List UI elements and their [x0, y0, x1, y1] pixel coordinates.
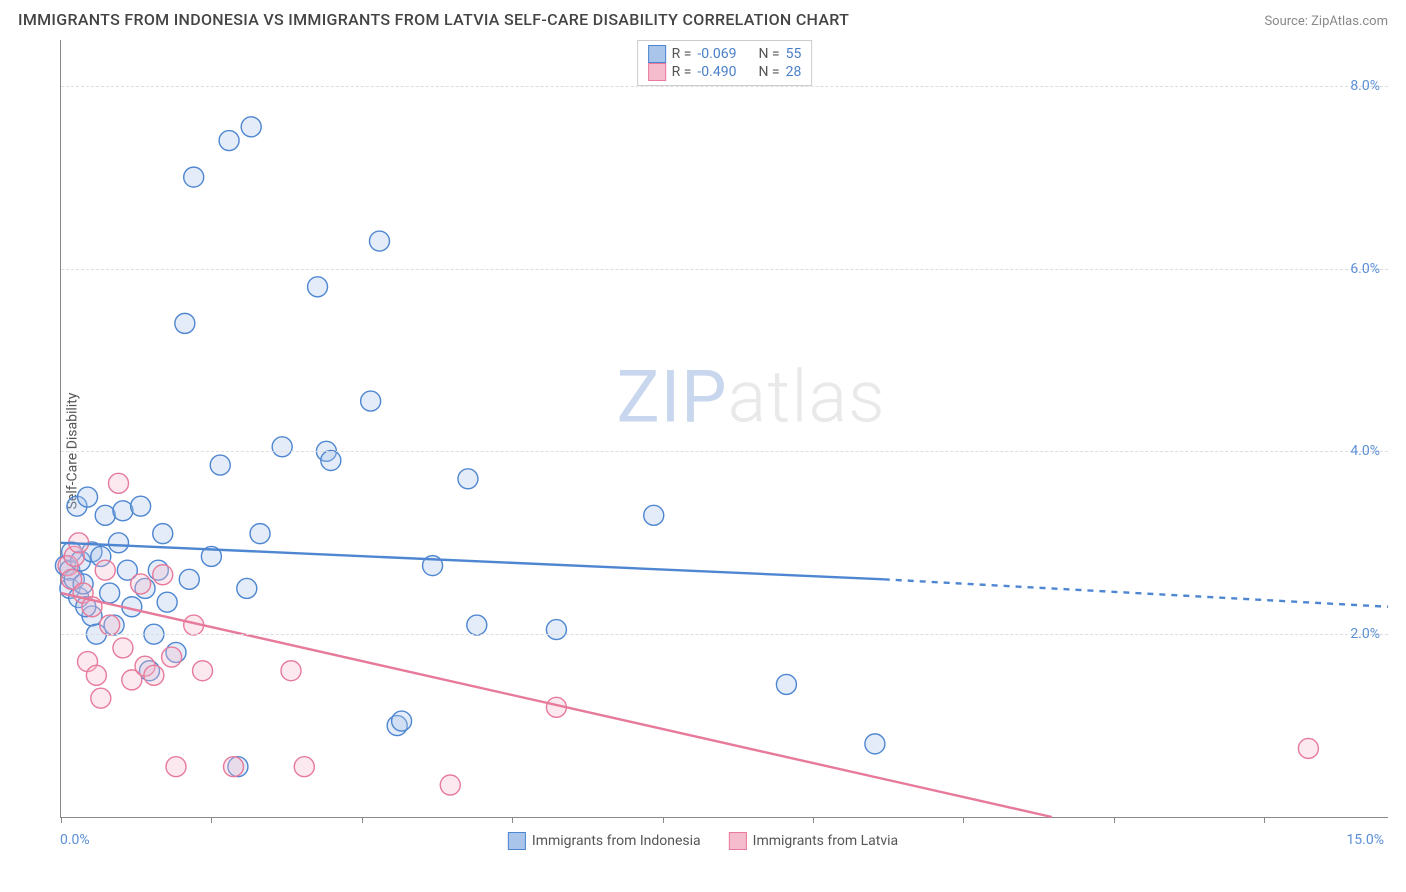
series-legend-item: Immigrants from Latvia [729, 832, 898, 850]
series-legend-label: Immigrants from Indonesia [532, 833, 701, 849]
source-label: Source: [1264, 14, 1307, 29]
trend-line-extrapolated [884, 579, 1388, 606]
legend-swatch [729, 832, 747, 850]
x-tick [61, 817, 62, 823]
data-point [131, 496, 151, 516]
data-point [281, 661, 301, 681]
x-tick [211, 817, 212, 823]
data-point [153, 524, 173, 544]
data-point [467, 615, 487, 635]
x-tick [813, 817, 814, 823]
x-axis-max-label: 15.0% [1346, 832, 1384, 848]
x-axis-min-label: 0.0% [60, 832, 90, 848]
x-tick [1264, 817, 1265, 823]
data-point [644, 505, 664, 525]
data-point [361, 391, 381, 411]
gridline-h [61, 86, 1388, 87]
series-legend-label: Immigrants from Latvia [753, 833, 898, 849]
data-point [210, 455, 230, 475]
x-tick [512, 817, 513, 823]
data-point [237, 578, 257, 598]
data-point [157, 592, 177, 612]
legend-swatch [508, 832, 526, 850]
data-point [86, 665, 106, 685]
data-point [272, 437, 292, 457]
data-point [144, 665, 164, 685]
data-point [776, 674, 796, 694]
y-tick-label: 6.0% [1350, 261, 1380, 277]
x-tick [1114, 817, 1115, 823]
x-tick [663, 817, 664, 823]
data-point [113, 638, 133, 658]
gridline-h [61, 634, 1388, 635]
data-point [392, 711, 412, 731]
data-point [440, 775, 460, 795]
data-point [78, 487, 98, 507]
data-point [153, 565, 173, 585]
data-point [166, 757, 186, 777]
data-point [109, 473, 129, 493]
series-legend-item: Immigrants from Indonesia [508, 832, 701, 850]
data-point [91, 688, 111, 708]
data-point [175, 313, 195, 333]
data-point [369, 231, 389, 251]
y-tick-label: 8.0% [1350, 78, 1380, 94]
data-point [250, 524, 270, 544]
data-point [1298, 738, 1318, 758]
chart-title: IMMIGRANTS FROM INDONESIA VS IMMIGRANTS … [18, 10, 849, 29]
gridline-h [61, 451, 1388, 452]
data-point [131, 574, 151, 594]
source-value: ZipAtlas.com [1311, 14, 1388, 29]
chart-container: Self-Care Disability ZIPatlas R =-0.069N… [18, 40, 1388, 862]
y-tick-label: 2.0% [1350, 626, 1380, 642]
data-point [294, 757, 314, 777]
data-point [865, 734, 885, 754]
data-point [224, 757, 244, 777]
x-tick [963, 817, 964, 823]
data-point [184, 167, 204, 187]
plot-svg [61, 40, 1388, 817]
data-point [162, 647, 182, 667]
data-point [95, 560, 115, 580]
data-point [321, 450, 341, 470]
gridline-h [61, 269, 1388, 270]
data-point [193, 661, 213, 681]
data-point [100, 615, 120, 635]
source-attribution: Source: ZipAtlas.com [1264, 14, 1388, 29]
data-point [308, 277, 328, 297]
data-point [95, 505, 115, 525]
data-point [109, 533, 129, 553]
data-point [179, 569, 199, 589]
data-point [100, 583, 120, 603]
data-point [546, 620, 566, 640]
data-point [458, 469, 478, 489]
data-point [219, 131, 239, 151]
data-point [113, 501, 133, 521]
y-tick-label: 4.0% [1350, 443, 1380, 459]
series-legend: Immigrants from Indonesia Immigrants from… [508, 832, 898, 850]
x-tick [362, 817, 363, 823]
plot-area: ZIPatlas R =-0.069N =55R =-0.490N =28 2.… [60, 40, 1388, 818]
data-point [241, 117, 261, 137]
